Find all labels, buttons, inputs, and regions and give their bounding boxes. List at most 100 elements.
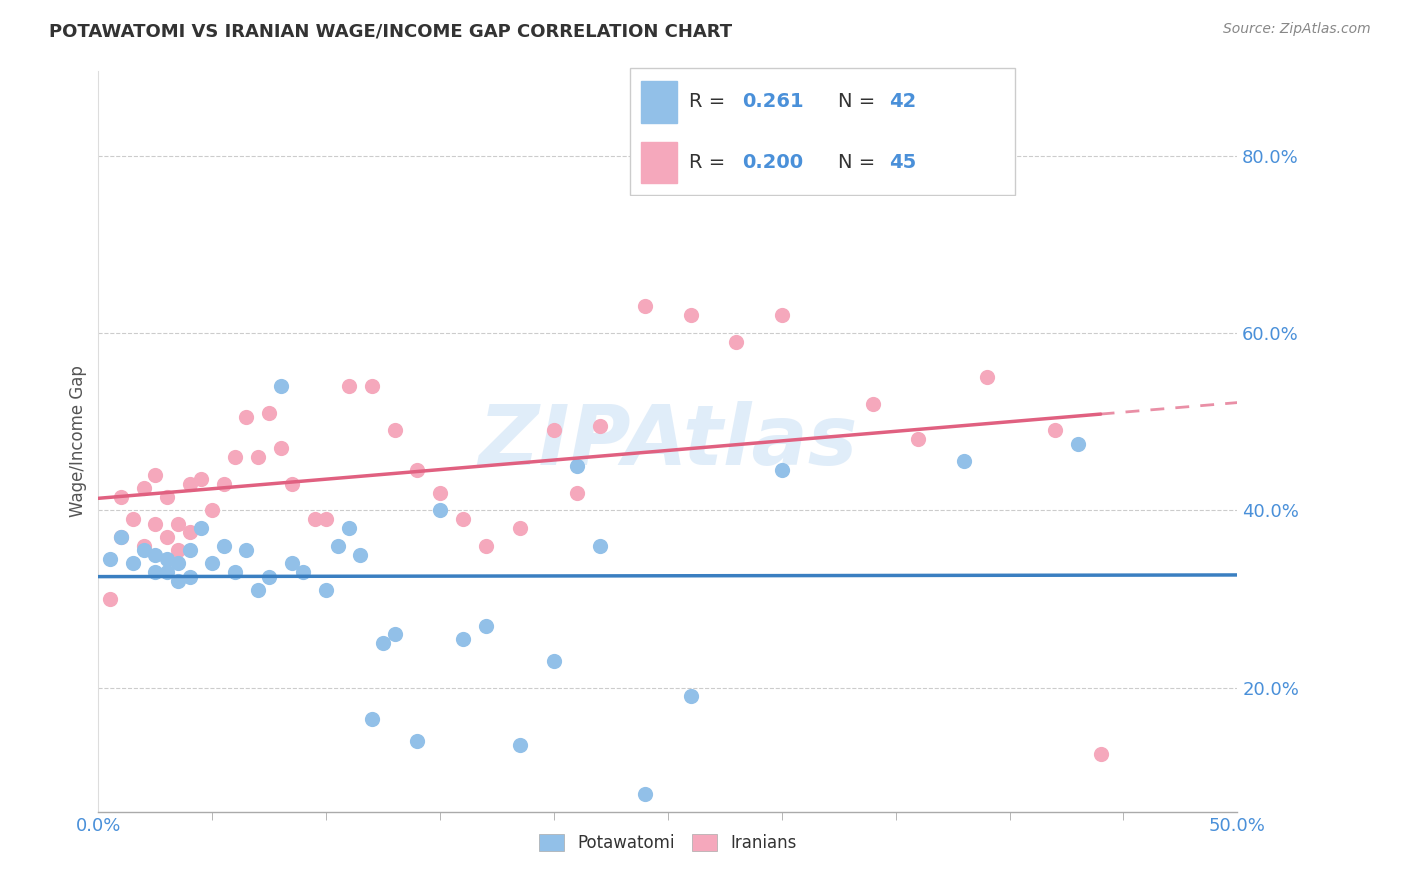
Text: 0.200: 0.200: [742, 153, 803, 172]
Point: [725, 334, 748, 349]
Point: [190, 472, 212, 486]
Point: [337, 379, 360, 393]
Point: [907, 433, 929, 447]
Point: [156, 530, 179, 544]
Point: [588, 419, 610, 434]
FancyBboxPatch shape: [630, 68, 1015, 195]
Point: [246, 450, 269, 464]
Point: [179, 543, 201, 558]
Point: [565, 458, 588, 473]
Point: [121, 557, 143, 571]
Point: [270, 441, 292, 455]
Point: [121, 512, 143, 526]
Point: [976, 370, 998, 384]
Point: [235, 543, 257, 558]
Point: [110, 490, 132, 504]
Point: [1090, 747, 1112, 761]
Point: [451, 632, 474, 646]
Point: [190, 521, 212, 535]
Text: R =: R =: [689, 153, 731, 172]
Point: [451, 512, 474, 526]
Point: [337, 521, 360, 535]
Point: [634, 787, 657, 801]
Point: [145, 548, 167, 562]
Point: [167, 543, 190, 558]
Point: [565, 485, 588, 500]
Point: [212, 539, 235, 553]
Point: [98, 591, 121, 606]
Text: POTAWATOMI VS IRANIAN WAGE/INCOME GAP CORRELATION CHART: POTAWATOMI VS IRANIAN WAGE/INCOME GAP CO…: [49, 22, 733, 40]
Point: [384, 424, 406, 438]
Point: [588, 539, 610, 553]
Point: [167, 516, 190, 531]
Point: [1043, 424, 1066, 438]
Text: Source: ZipAtlas.com: Source: ZipAtlas.com: [1223, 22, 1371, 37]
Point: [167, 574, 190, 589]
Point: [770, 463, 793, 477]
Legend: Potawatomi, Iranians: Potawatomi, Iranians: [533, 828, 803, 859]
Point: [360, 712, 382, 726]
Point: [315, 512, 337, 526]
Point: [326, 539, 349, 553]
Text: N =: N =: [838, 153, 882, 172]
Point: [281, 476, 304, 491]
Point: [145, 566, 167, 580]
Point: [349, 548, 371, 562]
Point: [201, 557, 224, 571]
Point: [259, 570, 281, 584]
Text: R =: R =: [689, 92, 731, 112]
Y-axis label: Wage/Income Gap: Wage/Income Gap: [69, 366, 87, 517]
Point: [156, 490, 179, 504]
Text: 42: 42: [890, 92, 917, 112]
Point: [270, 379, 292, 393]
Text: 0.261: 0.261: [742, 92, 803, 112]
Point: [384, 627, 406, 641]
Point: [371, 636, 394, 650]
Point: [235, 410, 257, 425]
Point: [224, 566, 246, 580]
Point: [543, 654, 565, 668]
Point: [406, 733, 429, 747]
Text: ZIPAtlas: ZIPAtlas: [478, 401, 858, 482]
Point: [474, 618, 496, 632]
Point: [770, 308, 793, 322]
Point: [474, 539, 496, 553]
Point: [429, 503, 451, 517]
Point: [634, 299, 657, 313]
Point: [224, 450, 246, 464]
Point: [201, 503, 224, 517]
Bar: [641, 81, 676, 122]
Point: [315, 582, 337, 597]
Point: [406, 463, 429, 477]
Point: [145, 516, 167, 531]
Point: [167, 557, 190, 571]
Point: [156, 552, 179, 566]
Point: [110, 530, 132, 544]
Point: [509, 738, 531, 752]
Point: [429, 485, 451, 500]
Point: [145, 467, 167, 482]
Bar: [641, 142, 676, 184]
Point: [509, 521, 531, 535]
Point: [132, 481, 155, 495]
Point: [98, 552, 121, 566]
Point: [360, 379, 382, 393]
Point: [132, 539, 155, 553]
Point: [246, 582, 269, 597]
Point: [259, 406, 281, 420]
Point: [179, 476, 201, 491]
Point: [292, 566, 315, 580]
Point: [679, 690, 702, 704]
Point: [862, 397, 884, 411]
Point: [304, 512, 326, 526]
Point: [179, 570, 201, 584]
Point: [132, 543, 155, 558]
Point: [1067, 436, 1090, 450]
Point: [543, 424, 565, 438]
Point: [679, 308, 702, 322]
Text: N =: N =: [838, 92, 882, 112]
Point: [179, 525, 201, 540]
Point: [156, 566, 179, 580]
Point: [212, 476, 235, 491]
Point: [953, 454, 976, 468]
